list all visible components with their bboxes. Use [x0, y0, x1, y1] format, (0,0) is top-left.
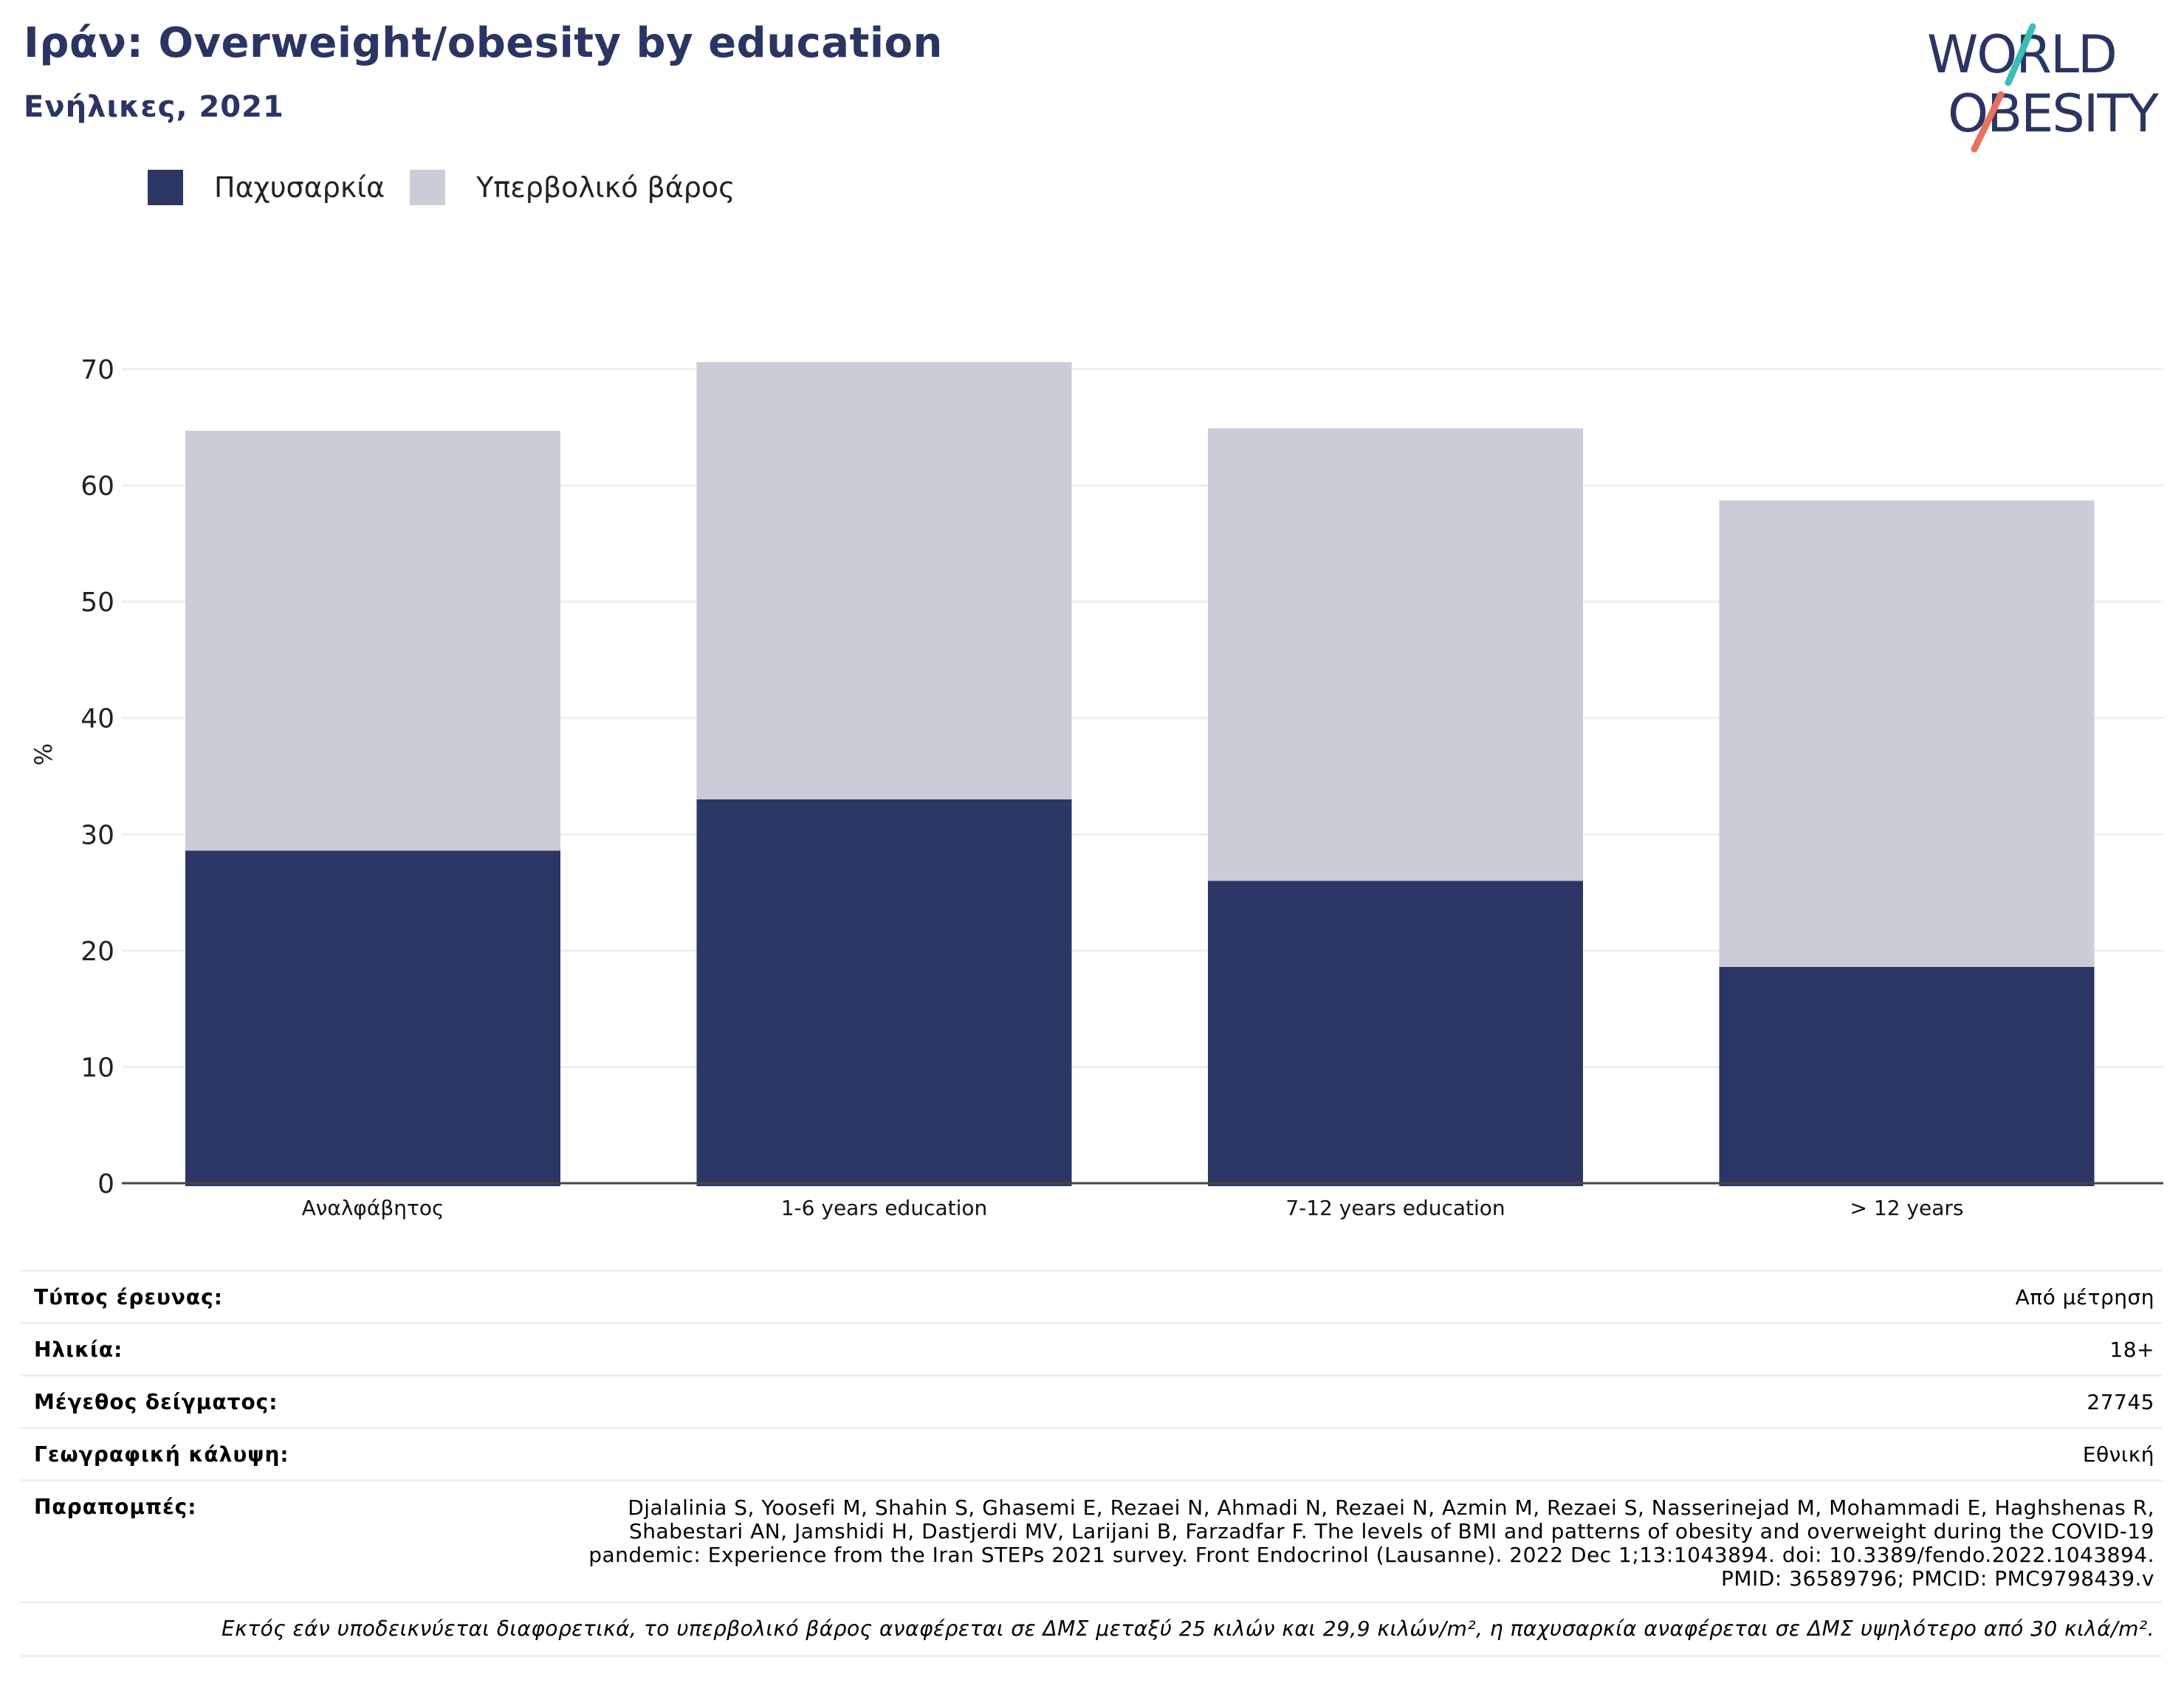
info-key: Γεωγραφική κάλυψη: — [34, 1442, 289, 1467]
info-row-coverage: Γεωγραφική κάλυψη: Εθνική — [21, 1427, 2162, 1479]
y-tick-label: 0 — [97, 1169, 114, 1199]
info-references-text: Djalalinia S, Yoosefi M, Shahin S, Ghase… — [588, 1495, 2154, 1591]
info-value: Από μέτρηση — [2015, 1285, 2154, 1309]
bar-overweight[interactable] — [185, 430, 560, 851]
info-row-sample-size: Μέγεθος δείγματος: 27745 — [21, 1374, 2162, 1427]
y-tick-label: 40 — [80, 704, 114, 734]
info-value: 27745 — [2087, 1390, 2154, 1414]
legend-label-overweight: Υπερβολικό βάρος — [476, 171, 735, 204]
info-row-age: Ηλικία: 18+ — [21, 1322, 2162, 1374]
y-tick-label: 50 — [80, 588, 114, 618]
y-tick-label: 60 — [80, 472, 114, 502]
x-tick-label: > 12 years — [1850, 1196, 1964, 1220]
y-axis-label: % — [30, 743, 58, 765]
info-row-survey-type: Τύπος έρευνας: Από μέτρηση — [21, 1270, 2162, 1322]
legend-swatch-obesity — [148, 170, 183, 205]
logo-slash-coral — [1971, 91, 2005, 153]
y-tick-label: 10 — [80, 1053, 114, 1083]
legend-label-obesity: Παχυσαρκία — [214, 171, 385, 204]
legend-item-obesity[interactable]: Παχυσαρκία — [148, 170, 385, 205]
x-tick-label: Αναλφάβητος — [302, 1196, 444, 1220]
page-title: Ιράν: Overweight/obesity by education — [24, 19, 943, 67]
info-row-references: Παραπομπές: Djalalinia S, Yoosefi M, Sha… — [21, 1479, 2162, 1601]
legend-item-overweight[interactable]: Υπερβολικό βάρος — [410, 170, 735, 205]
survey-info-table: Τύπος έρευνας: Από μέτρηση Ηλικία: 18+ Μ… — [21, 1270, 2162, 1657]
bar-overweight[interactable] — [1719, 500, 2095, 967]
stacked-bar-chart: 0 10 20 30 40 50 60 70% Αναλφάβητος 1-6 years edu… — [30, 355, 2163, 1220]
world-obesity-logo: WORLD OBESITY — [1927, 23, 2160, 153]
bar-overweight[interactable] — [1208, 428, 1583, 881]
legend-swatch-overweight — [410, 170, 446, 205]
info-key: Τύπος έρευνας: — [34, 1285, 223, 1309]
page-subtitle: Ενήλικες, 2021 — [24, 90, 284, 124]
bar-obesity[interactable] — [1719, 966, 2095, 1186]
x-tick-label: 1-6 years education — [781, 1196, 988, 1220]
logo-slash-teal — [2005, 23, 2036, 86]
info-key: Ηλικία: — [34, 1337, 123, 1362]
info-key: Μέγεθος δείγματος: — [34, 1390, 278, 1414]
footnote-text: Εκτός εάν υποδεικνύεται διαφορετικά, το … — [222, 1616, 2154, 1641]
bar-obesity[interactable] — [185, 850, 560, 1186]
chart-legend: Παχυσαρκία Υπερβολικό βάρος — [148, 170, 760, 205]
y-tick-label: 70 — [80, 355, 114, 385]
x-tick-label: 7-12 years education — [1285, 1196, 1505, 1220]
y-tick-label: 20 — [80, 937, 114, 967]
info-key: Παραπομπές: — [34, 1495, 197, 1519]
bar-obesity[interactable] — [696, 799, 1072, 1186]
info-value: 18+ — [2109, 1337, 2154, 1362]
info-footnote: Εκτός εάν υποδεικνύεται διαφορετικά, το … — [21, 1601, 2162, 1657]
bar-obesity[interactable] — [1208, 881, 1583, 1186]
bar-overweight[interactable] — [696, 362, 1072, 800]
info-value: Εθνική — [2082, 1442, 2154, 1467]
y-tick-label: 30 — [80, 820, 114, 850]
